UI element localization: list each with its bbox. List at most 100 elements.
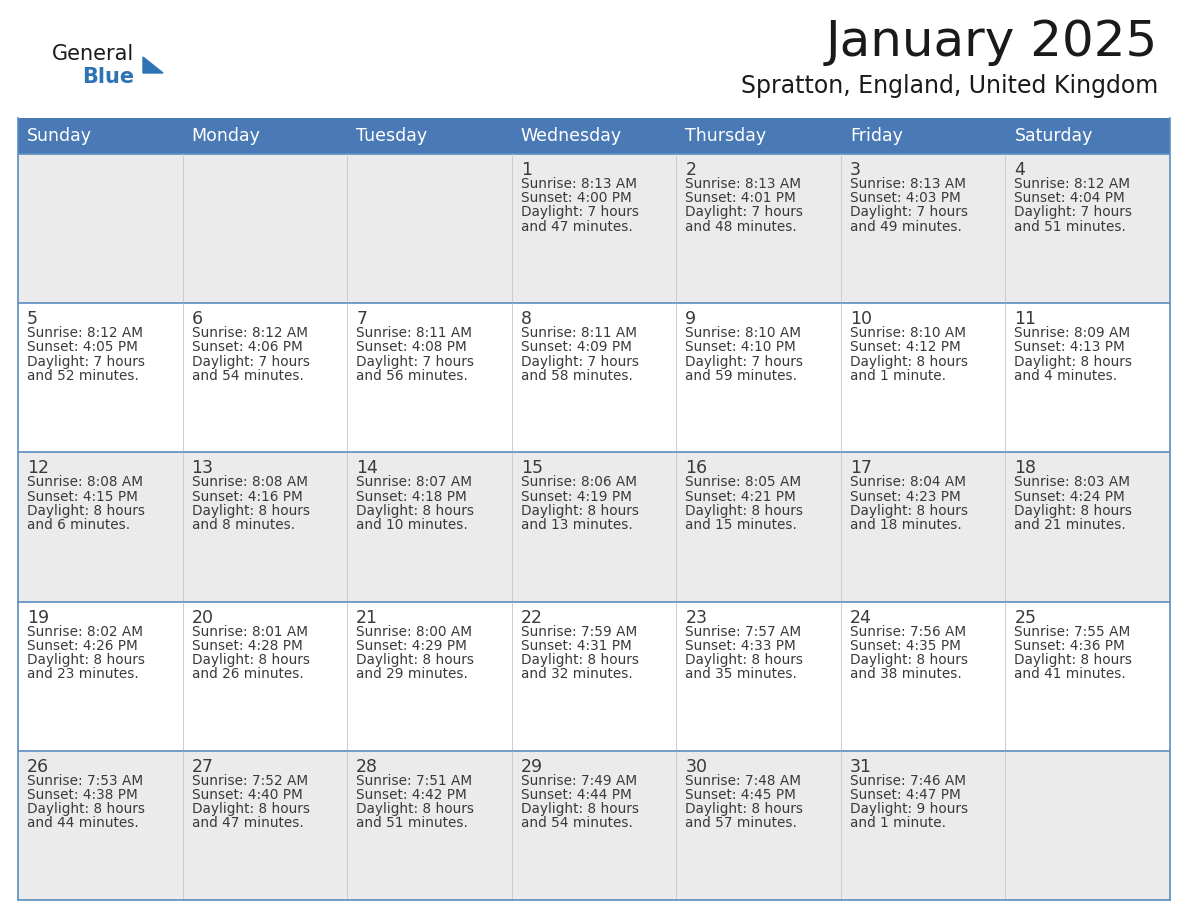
Text: 29: 29 bbox=[520, 757, 543, 776]
Text: Blue: Blue bbox=[82, 67, 134, 87]
Text: Sunset: 4:36 PM: Sunset: 4:36 PM bbox=[1015, 639, 1125, 653]
Text: Daylight: 8 hours: Daylight: 8 hours bbox=[520, 802, 639, 816]
Text: Daylight: 8 hours: Daylight: 8 hours bbox=[191, 504, 310, 518]
Text: 21: 21 bbox=[356, 609, 378, 627]
Text: Sunset: 4:29 PM: Sunset: 4:29 PM bbox=[356, 639, 467, 653]
Text: Daylight: 7 hours: Daylight: 7 hours bbox=[356, 354, 474, 369]
Text: and 47 minutes.: and 47 minutes. bbox=[520, 219, 632, 233]
Text: Sunrise: 8:12 AM: Sunrise: 8:12 AM bbox=[191, 326, 308, 341]
Text: Sunset: 4:19 PM: Sunset: 4:19 PM bbox=[520, 489, 632, 504]
Text: Daylight: 7 hours: Daylight: 7 hours bbox=[191, 354, 310, 369]
Text: Daylight: 8 hours: Daylight: 8 hours bbox=[1015, 504, 1132, 518]
Text: Sunset: 4:28 PM: Sunset: 4:28 PM bbox=[191, 639, 302, 653]
Text: Sunset: 4:03 PM: Sunset: 4:03 PM bbox=[849, 191, 961, 206]
Text: 18: 18 bbox=[1015, 459, 1036, 477]
Text: and 54 minutes.: and 54 minutes. bbox=[191, 369, 303, 383]
Text: 6: 6 bbox=[191, 310, 203, 329]
Bar bbox=[183, 118, 347, 154]
Text: Daylight: 8 hours: Daylight: 8 hours bbox=[191, 653, 310, 667]
Text: Sunrise: 8:05 AM: Sunrise: 8:05 AM bbox=[685, 476, 802, 489]
Text: Sunrise: 7:53 AM: Sunrise: 7:53 AM bbox=[27, 774, 143, 788]
Text: Sunrise: 8:03 AM: Sunrise: 8:03 AM bbox=[1015, 476, 1131, 489]
Text: Sunset: 4:44 PM: Sunset: 4:44 PM bbox=[520, 788, 632, 802]
Text: Sunrise: 8:12 AM: Sunrise: 8:12 AM bbox=[1015, 177, 1131, 191]
Text: Wednesday: Wednesday bbox=[520, 127, 621, 145]
Text: and 38 minutes.: and 38 minutes. bbox=[849, 667, 961, 681]
Text: and 1 minute.: and 1 minute. bbox=[849, 369, 946, 383]
Text: Sunrise: 8:13 AM: Sunrise: 8:13 AM bbox=[520, 177, 637, 191]
Text: Daylight: 8 hours: Daylight: 8 hours bbox=[849, 354, 968, 369]
Text: Sunrise: 8:08 AM: Sunrise: 8:08 AM bbox=[27, 476, 143, 489]
Text: 5: 5 bbox=[27, 310, 38, 329]
Text: Sunrise: 7:59 AM: Sunrise: 7:59 AM bbox=[520, 624, 637, 639]
Text: Sunset: 4:09 PM: Sunset: 4:09 PM bbox=[520, 341, 632, 354]
Text: and 49 minutes.: and 49 minutes. bbox=[849, 219, 962, 233]
Bar bbox=[18, 751, 1170, 900]
Text: Sunrise: 8:09 AM: Sunrise: 8:09 AM bbox=[1015, 326, 1131, 341]
Bar bbox=[18, 601, 1170, 751]
Text: Sunset: 4:13 PM: Sunset: 4:13 PM bbox=[1015, 341, 1125, 354]
Text: Daylight: 9 hours: Daylight: 9 hours bbox=[849, 802, 968, 816]
Text: Thursday: Thursday bbox=[685, 127, 766, 145]
Text: 25: 25 bbox=[1015, 609, 1036, 627]
Text: Daylight: 8 hours: Daylight: 8 hours bbox=[191, 802, 310, 816]
Text: 17: 17 bbox=[849, 459, 872, 477]
Bar bbox=[18, 154, 1170, 303]
Text: Daylight: 8 hours: Daylight: 8 hours bbox=[685, 802, 803, 816]
Text: 31: 31 bbox=[849, 757, 872, 776]
Text: and 56 minutes.: and 56 minutes. bbox=[356, 369, 468, 383]
Text: Sunset: 4:23 PM: Sunset: 4:23 PM bbox=[849, 489, 961, 504]
Text: Daylight: 7 hours: Daylight: 7 hours bbox=[849, 206, 968, 219]
Text: Daylight: 8 hours: Daylight: 8 hours bbox=[27, 653, 145, 667]
Text: Sunrise: 8:01 AM: Sunrise: 8:01 AM bbox=[191, 624, 308, 639]
Text: and 41 minutes.: and 41 minutes. bbox=[1015, 667, 1126, 681]
Text: Sunrise: 8:11 AM: Sunrise: 8:11 AM bbox=[520, 326, 637, 341]
Text: 7: 7 bbox=[356, 310, 367, 329]
Text: Sunrise: 8:11 AM: Sunrise: 8:11 AM bbox=[356, 326, 472, 341]
Text: Sunset: 4:40 PM: Sunset: 4:40 PM bbox=[191, 788, 302, 802]
Text: 9: 9 bbox=[685, 310, 696, 329]
Text: Friday: Friday bbox=[849, 127, 903, 145]
Text: and 32 minutes.: and 32 minutes. bbox=[520, 667, 632, 681]
Text: Sunset: 4:16 PM: Sunset: 4:16 PM bbox=[191, 489, 302, 504]
Text: Sunset: 4:21 PM: Sunset: 4:21 PM bbox=[685, 489, 796, 504]
Text: 2: 2 bbox=[685, 161, 696, 179]
Text: January 2025: January 2025 bbox=[826, 18, 1158, 66]
Text: Sunset: 4:05 PM: Sunset: 4:05 PM bbox=[27, 341, 138, 354]
Text: and 52 minutes.: and 52 minutes. bbox=[27, 369, 139, 383]
Text: and 18 minutes.: and 18 minutes. bbox=[849, 518, 961, 532]
Bar bbox=[18, 453, 1170, 601]
Text: Sunset: 4:42 PM: Sunset: 4:42 PM bbox=[356, 788, 467, 802]
Text: Sunset: 4:06 PM: Sunset: 4:06 PM bbox=[191, 341, 302, 354]
Text: 3: 3 bbox=[849, 161, 861, 179]
Text: Sunrise: 7:48 AM: Sunrise: 7:48 AM bbox=[685, 774, 801, 788]
Text: Sunrise: 8:10 AM: Sunrise: 8:10 AM bbox=[849, 326, 966, 341]
Text: Sunrise: 7:46 AM: Sunrise: 7:46 AM bbox=[849, 774, 966, 788]
Text: and 26 minutes.: and 26 minutes. bbox=[191, 667, 303, 681]
Text: Sunrise: 8:12 AM: Sunrise: 8:12 AM bbox=[27, 326, 143, 341]
Text: Daylight: 7 hours: Daylight: 7 hours bbox=[27, 354, 145, 369]
Text: Daylight: 8 hours: Daylight: 8 hours bbox=[849, 504, 968, 518]
Text: Sunrise: 8:08 AM: Sunrise: 8:08 AM bbox=[191, 476, 308, 489]
Text: Sunset: 4:45 PM: Sunset: 4:45 PM bbox=[685, 788, 796, 802]
Text: 28: 28 bbox=[356, 757, 378, 776]
Text: and 44 minutes.: and 44 minutes. bbox=[27, 816, 139, 831]
Text: Daylight: 8 hours: Daylight: 8 hours bbox=[27, 802, 145, 816]
Text: Daylight: 7 hours: Daylight: 7 hours bbox=[1015, 206, 1132, 219]
Text: Sunset: 4:12 PM: Sunset: 4:12 PM bbox=[849, 341, 961, 354]
Text: and 1 minute.: and 1 minute. bbox=[849, 816, 946, 831]
Text: 10: 10 bbox=[849, 310, 872, 329]
Text: Daylight: 7 hours: Daylight: 7 hours bbox=[520, 206, 639, 219]
Text: 16: 16 bbox=[685, 459, 707, 477]
Text: and 15 minutes.: and 15 minutes. bbox=[685, 518, 797, 532]
Text: Daylight: 7 hours: Daylight: 7 hours bbox=[520, 354, 639, 369]
Text: and 35 minutes.: and 35 minutes. bbox=[685, 667, 797, 681]
Text: Sunrise: 7:51 AM: Sunrise: 7:51 AM bbox=[356, 774, 473, 788]
Bar bbox=[676, 118, 841, 154]
Text: Daylight: 7 hours: Daylight: 7 hours bbox=[685, 206, 803, 219]
Text: and 51 minutes.: and 51 minutes. bbox=[356, 816, 468, 831]
Text: 12: 12 bbox=[27, 459, 49, 477]
Bar bbox=[347, 118, 512, 154]
Text: and 29 minutes.: and 29 minutes. bbox=[356, 667, 468, 681]
Text: and 10 minutes.: and 10 minutes. bbox=[356, 518, 468, 532]
